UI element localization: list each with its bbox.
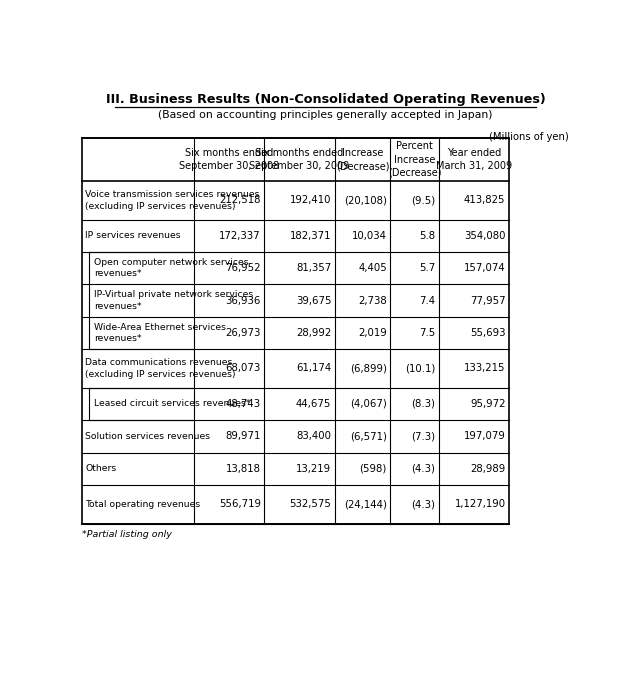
Text: (Millions of yen): (Millions of yen) [490,132,569,142]
Text: 13,219: 13,219 [296,464,331,474]
Text: 133,215: 133,215 [464,363,505,374]
Text: 77,957: 77,957 [470,296,505,306]
Text: Leased circuit services revenues*: Leased circuit services revenues* [93,399,250,408]
Text: Wide-Area Ethernet services
revenues*: Wide-Area Ethernet services revenues* [93,323,225,343]
Text: Voice transmission services revenues
(excluding IP services revenues): Voice transmission services revenues (ex… [85,190,260,211]
Text: 44,675: 44,675 [296,399,331,409]
Text: (Based on accounting principles generally accepted in Japan): (Based on accounting principles generall… [158,110,493,120]
Text: 61,174: 61,174 [296,363,331,374]
Text: 28,989: 28,989 [471,464,505,474]
Text: Solution services revenues: Solution services revenues [85,432,210,441]
Text: III. Business Results (Non-Consolidated Operating Revenues): III. Business Results (Non-Consolidated … [105,94,545,106]
Text: 48,743: 48,743 [226,399,261,409]
Text: 2,019: 2,019 [358,328,387,338]
Text: 532,575: 532,575 [290,499,331,509]
Text: Year ended
March 31, 2009: Year ended March 31, 2009 [436,148,512,172]
Text: (8.3): (8.3) [411,399,435,409]
Text: (4.3): (4.3) [411,464,435,474]
Text: 197,079: 197,079 [464,431,505,441]
Text: (6,571): (6,571) [350,431,387,441]
Text: 55,693: 55,693 [470,328,505,338]
Text: 7.4: 7.4 [419,296,435,306]
Text: 7.5: 7.5 [419,328,435,338]
Text: 413,825: 413,825 [464,195,505,205]
Text: (7.3): (7.3) [411,431,435,441]
Text: 68,073: 68,073 [225,363,261,374]
Text: (20,108): (20,108) [344,195,387,205]
Text: 212,518: 212,518 [220,195,261,205]
Text: 81,357: 81,357 [296,263,331,273]
Text: Data communications revenues
(excluding IP services revenues): Data communications revenues (excluding … [85,358,236,379]
Text: (10.1): (10.1) [404,363,435,374]
Text: Open computer network services
revenues*: Open computer network services revenues* [93,258,248,279]
Text: (4.3): (4.3) [411,499,435,509]
Text: (598): (598) [359,464,387,474]
Text: 13,818: 13,818 [226,464,261,474]
Text: 2,738: 2,738 [358,296,387,306]
Text: Others: Others [85,464,117,473]
Text: 172,337: 172,337 [219,231,261,241]
Text: 157,074: 157,074 [464,263,505,273]
Text: Total operating revenues: Total operating revenues [85,500,201,508]
Text: 5.7: 5.7 [419,263,435,273]
Text: 192,410: 192,410 [290,195,331,205]
Text: 10,034: 10,034 [352,231,387,241]
Text: 28,992: 28,992 [296,328,331,338]
Text: 83,400: 83,400 [297,431,331,441]
Text: 26,973: 26,973 [225,328,261,338]
Text: IP-Virtual private network services
revenues*: IP-Virtual private network services reve… [93,290,253,311]
Text: 354,080: 354,080 [464,231,505,241]
Text: *Partial listing only: *Partial listing only [82,530,171,539]
Text: Increase
(Decrease): Increase (Decrease) [336,148,389,172]
Text: 39,675: 39,675 [296,296,331,306]
Text: 182,371: 182,371 [290,231,331,241]
Text: (4,067): (4,067) [350,399,387,409]
Text: Percent
Increase
(Decrease): Percent Increase (Decrease) [388,142,441,178]
Text: 36,936: 36,936 [225,296,261,306]
Text: (24,144): (24,144) [344,499,387,509]
Text: 95,972: 95,972 [470,399,505,409]
Text: Six months ended
September 30, 2009: Six months ended September 30, 2009 [250,148,350,172]
Text: 1,127,190: 1,127,190 [455,499,505,509]
Bar [82,138,509,523]
Text: 89,971: 89,971 [225,431,261,441]
Text: 5.8: 5.8 [419,231,435,241]
Text: 4,405: 4,405 [358,263,387,273]
Text: 76,952: 76,952 [225,263,261,273]
Text: 556,719: 556,719 [219,499,261,509]
Text: IP services revenues: IP services revenues [85,231,181,241]
Text: (6,899): (6,899) [350,363,387,374]
Text: Six months ended
September 30, 2008: Six months ended September 30, 2008 [179,148,279,172]
Text: (9.5): (9.5) [411,195,435,205]
